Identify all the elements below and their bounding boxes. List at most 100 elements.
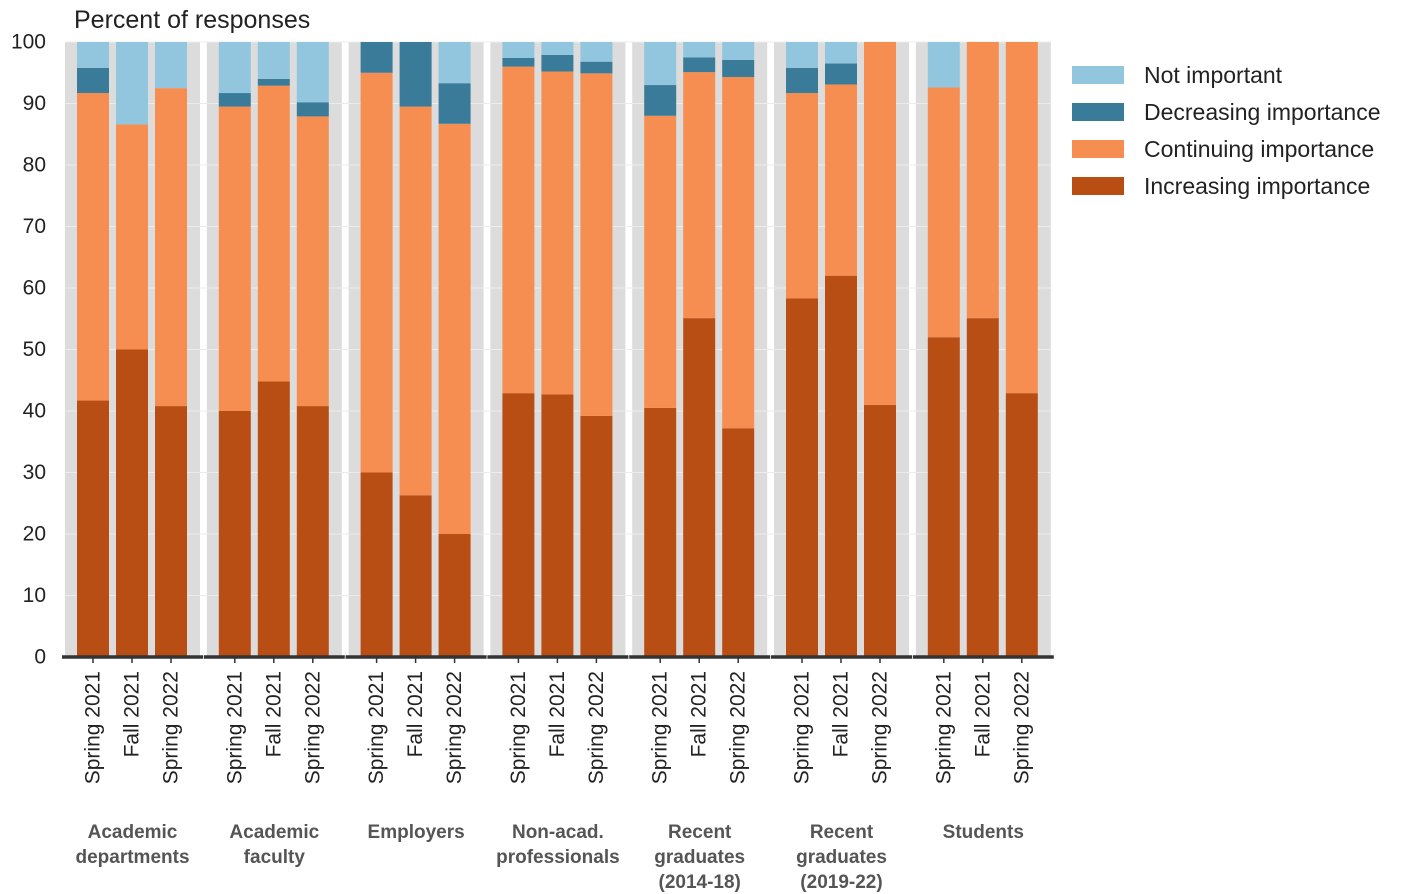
bar-segment-continuing-importance	[502, 66, 535, 394]
bar-segment-increasing-importance	[644, 407, 677, 657]
bar-segment-increasing-importance	[438, 534, 471, 657]
bar-segment-continuing-importance	[683, 72, 716, 319]
bar-segment-continuing-importance	[825, 84, 857, 276]
bar-segment-not-important	[77, 42, 109, 68]
bar-segment-not-important	[296, 42, 329, 103]
y-tick-label: 10	[23, 584, 46, 607]
bar-segment-not-important	[218, 42, 251, 94]
x-tick-label: Spring 2021	[507, 671, 530, 784]
y-axis-ticks: 0 10 20 30 40 50 60 70 80 90 100	[11, 31, 46, 669]
x-tick-label: Spring 2022	[301, 671, 324, 784]
bar-segment-continuing-importance	[116, 124, 148, 350]
y-tick-label: 60	[23, 277, 46, 300]
bar-segment-increasing-importance	[1005, 393, 1038, 657]
group-label: Students	[943, 822, 1024, 843]
bar-segment-decreasing-importance	[722, 59, 755, 78]
bar-segment-increasing-importance	[502, 393, 535, 657]
bar-segment-continuing-importance	[927, 87, 960, 338]
bar-segment-increasing-importance	[722, 428, 755, 657]
legend: Not important Decreasing importance Contin…	[1072, 62, 1381, 199]
bar-segment-decreasing-importance	[786, 67, 818, 94]
x-tick-label: Fall 2021	[830, 671, 853, 757]
bar-segment-decreasing-importance	[683, 57, 716, 73]
bar-segment-continuing-importance	[399, 106, 432, 496]
x-tick-label: Fall 2021	[688, 671, 711, 757]
bar-segment-continuing-importance	[722, 77, 755, 429]
x-tick-label: Spring 2022	[443, 671, 466, 784]
x-tick-label: Spring 2021	[365, 671, 388, 784]
legend-label-not-important: Not important	[1144, 62, 1283, 88]
bar-segment-decreasing-importance	[644, 85, 677, 116]
group-label: Recent graduates (2019-22)	[796, 822, 887, 893]
bar-segment-decreasing-importance	[825, 63, 857, 85]
bar-segment-not-important	[644, 42, 677, 86]
y-axis-title: Percent of responses	[74, 6, 310, 34]
legend-swatch-continuing-importance	[1072, 140, 1124, 158]
legend-swatch-increasing-importance	[1072, 177, 1124, 195]
y-tick-label: 70	[23, 215, 46, 238]
x-tick-label: Fall 2021	[262, 671, 285, 757]
bar-segment-continuing-importance	[296, 116, 329, 407]
x-tick-label: Fall 2021	[971, 671, 994, 757]
y-tick-label: 80	[23, 154, 46, 177]
bar-segment-continuing-importance	[541, 71, 574, 395]
bar-segment-not-important	[580, 42, 613, 62]
x-tick-label: Spring 2021	[932, 671, 955, 784]
bar-segment-increasing-importance	[580, 415, 613, 657]
bar-segment-not-important	[438, 42, 471, 84]
bar-segment-not-important	[257, 42, 290, 79]
bar-segment-increasing-importance	[296, 406, 329, 657]
bar-segment-increasing-importance	[864, 404, 896, 657]
bar-segment-not-important	[541, 42, 574, 55]
bar-segment-not-important	[722, 42, 755, 60]
bar-segment-continuing-importance	[786, 93, 818, 299]
bar-segment-increasing-importance	[541, 394, 574, 657]
bar-segment-decreasing-importance	[502, 57, 535, 67]
group-label: Employers	[368, 822, 465, 843]
bar-segment-increasing-importance	[116, 349, 148, 657]
bar-segment-increasing-importance	[683, 318, 716, 657]
bar-segment-not-important	[825, 42, 857, 64]
x-tick-label: Spring 2022	[585, 671, 608, 784]
bar-segment-decreasing-importance	[296, 102, 329, 117]
x-axis-tick-labels: Spring 2021 Fall 2021 Spring 2022 Spring 20…	[82, 671, 1034, 784]
bar-segment-decreasing-importance	[257, 78, 290, 86]
y-tick-label: 20	[23, 523, 46, 546]
legend-label-continuing-importance: Continuing importance	[1144, 136, 1374, 162]
x-tick-label: Spring 2022	[1010, 671, 1033, 784]
bar-segment-increasing-importance	[360, 472, 393, 657]
x-tick-label: Spring 2022	[869, 671, 892, 784]
bar-segment-continuing-importance	[218, 106, 251, 411]
group-labels: Academic departments Academic faculty Employ…	[75, 822, 1023, 893]
bar-segment-not-important	[502, 42, 535, 58]
bar-segment-decreasing-importance	[218, 93, 251, 107]
x-tick-label: Spring 2021	[649, 671, 672, 784]
bar-segment-not-important	[155, 42, 187, 89]
legend-label-decreasing-importance: Decreasing importance	[1144, 99, 1381, 125]
x-tick-label: Fall 2021	[404, 671, 427, 757]
bar-segment-decreasing-importance	[77, 67, 109, 94]
x-tick-label: Spring 2021	[791, 671, 814, 784]
bar-segment-continuing-importance	[1005, 42, 1038, 394]
bar-segment-not-important	[786, 42, 818, 68]
bar-segment-not-important	[927, 42, 960, 88]
legend-swatch-decreasing-importance	[1072, 103, 1124, 121]
bar-segment-continuing-importance	[966, 42, 999, 319]
y-tick-label: 90	[23, 92, 46, 115]
x-tick-label: Fall 2021	[121, 671, 144, 757]
bar-segment-decreasing-importance	[438, 83, 471, 124]
bar-segment-increasing-importance	[399, 495, 432, 657]
bar-segment-increasing-importance	[966, 318, 999, 657]
y-tick-label: 100	[11, 31, 46, 54]
bar-segment-continuing-importance	[77, 93, 109, 401]
bar-segment-increasing-importance	[155, 406, 187, 657]
x-tick-label: Spring 2021	[82, 671, 105, 784]
legend-label-increasing-importance: Increasing importance	[1144, 173, 1370, 199]
bar-segment-decreasing-importance	[399, 42, 432, 107]
y-tick-label: 40	[23, 400, 46, 423]
x-tick-label: Spring 2022	[160, 671, 183, 784]
legend-swatch-not-important	[1072, 66, 1124, 84]
bar-segment-decreasing-importance	[360, 42, 393, 73]
bar-segment-continuing-importance	[438, 123, 471, 535]
bar-segment-decreasing-importance	[580, 61, 613, 74]
